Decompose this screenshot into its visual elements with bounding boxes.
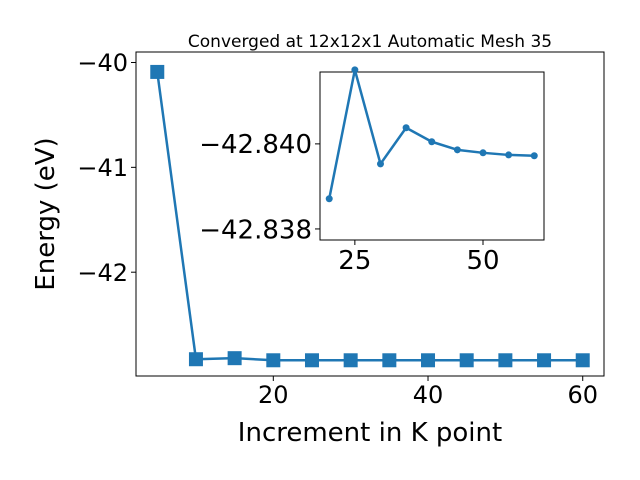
- data-marker: [402, 124, 410, 132]
- data-marker: [304, 353, 319, 368]
- data-marker: [459, 353, 474, 368]
- data-marker: [150, 64, 165, 79]
- data-marker: [421, 353, 436, 368]
- y-tick-label: −42.840: [199, 130, 312, 160]
- x-tick-label: 25: [338, 246, 371, 276]
- y-tick-label: −42: [77, 259, 128, 287]
- chart-title: Converged at 12x12x1 Automatic Mesh 35: [188, 32, 552, 52]
- y-axis-label: Energy (eV): [31, 137, 61, 290]
- x-axis-label: Increment in K point: [238, 418, 502, 448]
- data-marker: [376, 160, 384, 168]
- data-marker: [382, 353, 397, 368]
- data-marker: [227, 351, 242, 366]
- data-marker: [575, 353, 590, 368]
- data-marker: [505, 151, 513, 159]
- x-tick-label: 40: [413, 381, 444, 409]
- data-marker: [343, 353, 358, 368]
- data-marker: [453, 146, 461, 154]
- x-tick-label: 20: [258, 381, 289, 409]
- data-marker: [188, 352, 203, 367]
- y-tick-label: −42.838: [199, 215, 312, 245]
- data-marker: [325, 195, 333, 203]
- y-tick-label: −41: [77, 154, 128, 182]
- data-marker: [266, 353, 281, 368]
- data-marker: [530, 152, 538, 160]
- x-tick-label: 50: [466, 246, 499, 276]
- data-marker: [498, 353, 513, 368]
- data-marker: [537, 353, 552, 368]
- data-marker: [479, 149, 487, 157]
- data-marker: [428, 138, 436, 146]
- y-tick-label: −40: [77, 49, 128, 77]
- x-tick-label: 60: [567, 381, 598, 409]
- data-marker: [351, 66, 359, 74]
